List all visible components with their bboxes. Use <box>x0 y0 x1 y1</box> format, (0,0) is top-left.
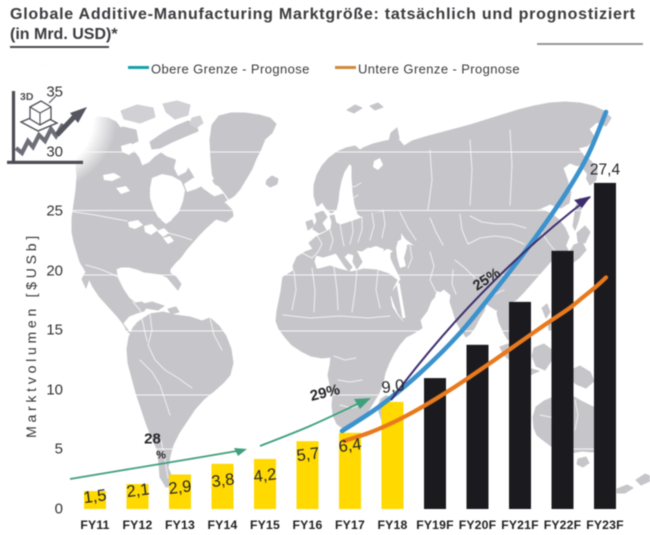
svg-text:3D: 3D <box>20 91 34 103</box>
